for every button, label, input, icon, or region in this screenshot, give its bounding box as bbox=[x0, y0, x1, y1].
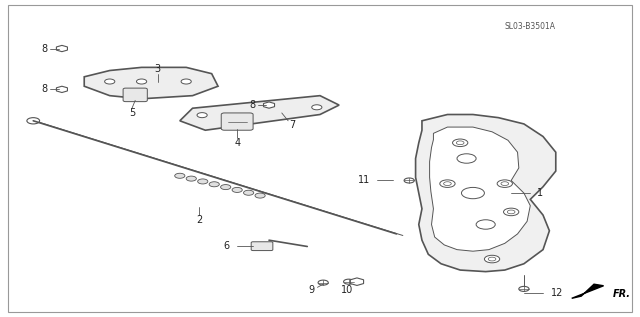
Polygon shape bbox=[56, 86, 67, 93]
Text: 10: 10 bbox=[340, 285, 353, 295]
Text: SL03-B3501A: SL03-B3501A bbox=[505, 22, 556, 31]
Text: 5: 5 bbox=[129, 108, 135, 118]
Circle shape bbox=[175, 173, 185, 178]
Circle shape bbox=[504, 208, 519, 216]
Circle shape bbox=[501, 182, 509, 185]
Circle shape bbox=[318, 280, 328, 285]
Circle shape bbox=[221, 184, 231, 190]
Circle shape bbox=[209, 182, 220, 187]
Circle shape bbox=[198, 179, 208, 184]
FancyBboxPatch shape bbox=[123, 88, 147, 102]
Circle shape bbox=[452, 139, 468, 146]
Polygon shape bbox=[84, 68, 218, 99]
Text: 2: 2 bbox=[196, 215, 202, 225]
Circle shape bbox=[312, 105, 322, 110]
Polygon shape bbox=[264, 102, 275, 108]
Circle shape bbox=[27, 118, 40, 124]
Text: 8: 8 bbox=[41, 43, 47, 54]
Circle shape bbox=[476, 220, 495, 229]
Text: 8: 8 bbox=[249, 100, 255, 110]
Polygon shape bbox=[415, 114, 556, 272]
Text: 6: 6 bbox=[223, 242, 230, 251]
Polygon shape bbox=[180, 96, 339, 130]
Circle shape bbox=[444, 182, 451, 185]
Circle shape bbox=[488, 257, 496, 261]
Circle shape bbox=[232, 187, 243, 192]
Text: 11: 11 bbox=[358, 176, 370, 185]
Circle shape bbox=[484, 255, 500, 263]
Circle shape bbox=[461, 187, 484, 199]
Circle shape bbox=[440, 180, 455, 187]
Polygon shape bbox=[56, 45, 67, 52]
Circle shape bbox=[181, 79, 191, 84]
Circle shape bbox=[404, 178, 414, 183]
Circle shape bbox=[197, 113, 207, 118]
FancyBboxPatch shape bbox=[221, 113, 253, 130]
Circle shape bbox=[186, 176, 196, 181]
Circle shape bbox=[519, 286, 529, 291]
Polygon shape bbox=[572, 284, 604, 298]
Circle shape bbox=[344, 279, 354, 284]
Text: 4: 4 bbox=[234, 138, 240, 148]
Text: 12: 12 bbox=[550, 288, 563, 298]
Polygon shape bbox=[429, 127, 531, 251]
Circle shape bbox=[497, 180, 513, 187]
Text: 3: 3 bbox=[154, 64, 161, 74]
Circle shape bbox=[255, 193, 265, 198]
Circle shape bbox=[104, 79, 115, 84]
Polygon shape bbox=[350, 278, 364, 285]
Text: FR.: FR. bbox=[613, 288, 631, 299]
Text: 9: 9 bbox=[308, 285, 315, 295]
Circle shape bbox=[508, 210, 515, 214]
Text: 1: 1 bbox=[537, 188, 543, 198]
Circle shape bbox=[244, 190, 253, 195]
Circle shape bbox=[136, 79, 147, 84]
FancyBboxPatch shape bbox=[251, 242, 273, 250]
Text: 8: 8 bbox=[41, 84, 47, 94]
Circle shape bbox=[456, 141, 464, 145]
Circle shape bbox=[457, 154, 476, 163]
Text: 7: 7 bbox=[289, 120, 295, 130]
